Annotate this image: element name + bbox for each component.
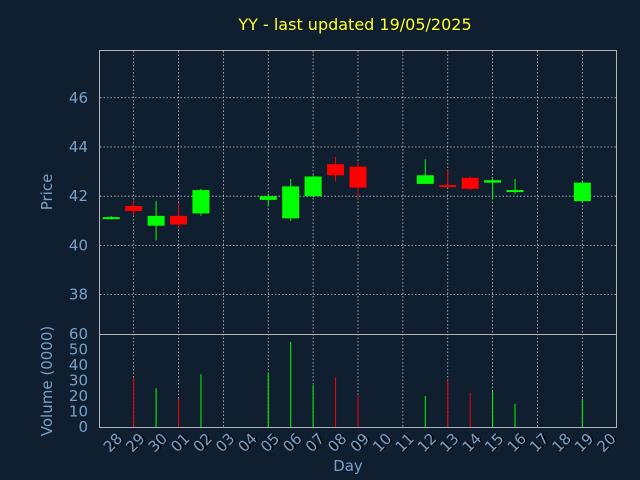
price-panel: 38 40 42 44 46 Price xyxy=(38,50,617,335)
candles xyxy=(102,156,591,241)
price-y-tick-labels: 38 40 42 44 46 xyxy=(69,89,88,304)
chart-title: YY - last updated 19/05/2025 xyxy=(237,15,471,34)
volume-tick-label: 10 xyxy=(69,403,88,421)
candle-body xyxy=(125,206,143,211)
candle-body xyxy=(506,190,524,193)
price-tick-label: 44 xyxy=(69,138,88,156)
candle-body xyxy=(484,180,502,183)
volume-tick-label: 0 xyxy=(78,418,88,436)
candle-body xyxy=(170,215,188,225)
candle-body xyxy=(102,217,120,220)
candle-body xyxy=(349,166,367,188)
volume-axis-label: Volume (0000) xyxy=(38,326,56,436)
candle-body xyxy=(327,164,345,176)
candle-body xyxy=(192,190,210,214)
candle-body xyxy=(304,176,322,197)
candle-body xyxy=(282,186,300,219)
volume-tick-label: 40 xyxy=(69,356,88,374)
price-tick-label: 40 xyxy=(69,236,88,254)
volume-tick-label: 20 xyxy=(69,387,88,405)
candle-body xyxy=(259,196,277,200)
volume-plot-frame xyxy=(99,334,617,428)
candle-body xyxy=(573,182,591,202)
candle-body xyxy=(147,215,165,226)
volume-tick-label: 30 xyxy=(69,372,88,390)
candle-body xyxy=(416,175,434,184)
price-axis-label: Price xyxy=(38,174,56,211)
x-axis-label: Day xyxy=(333,457,363,475)
price-tick-label: 38 xyxy=(69,286,88,304)
candle-body xyxy=(461,177,479,189)
x-tick-label-text: 20 xyxy=(593,430,619,456)
volume-bars xyxy=(133,341,583,427)
candle-body xyxy=(439,185,457,188)
volume-tick-label: 60 xyxy=(69,325,88,343)
price-tick-label: 42 xyxy=(69,187,88,205)
price-tick-label: 46 xyxy=(69,89,88,107)
volume-tick-label: 50 xyxy=(69,341,88,359)
